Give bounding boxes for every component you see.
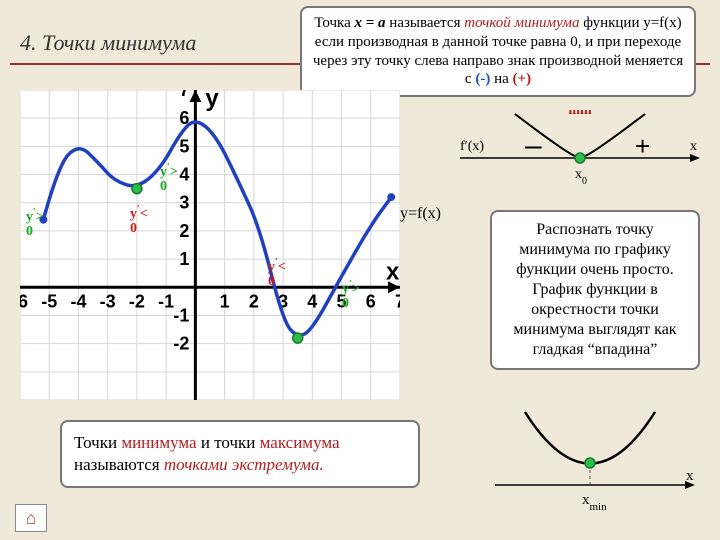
svg-text:xmin: xmin xyxy=(582,492,607,513)
svg-text:4: 4 xyxy=(179,165,189,185)
ext-max: максимума xyxy=(260,433,340,452)
def-minpoint: точкой минимума xyxy=(464,15,579,31)
svg-text:-5: -5 xyxy=(41,291,57,311)
deriv-label: y′<0 xyxy=(130,205,148,236)
svg-text:7: 7 xyxy=(395,291,400,311)
svg-text:-3: -3 xyxy=(100,291,116,311)
svg-text:-4: -4 xyxy=(70,291,86,311)
ext-pre: Точки xyxy=(74,433,121,452)
curve-label: y=f(x) xyxy=(400,205,441,223)
svg-text:-2: -2 xyxy=(129,291,145,311)
ext-min: минимума xyxy=(121,433,196,452)
deriv-label: y′>0 xyxy=(160,163,178,194)
svg-text:-1: -1 xyxy=(173,305,189,325)
deriv-label: y′<0 xyxy=(268,258,286,289)
deriv-label: y′>0 xyxy=(26,208,44,239)
svg-text:3: 3 xyxy=(179,193,189,213)
ext-mid1: и точки xyxy=(197,433,260,452)
ext-extr: точками экстремума. xyxy=(164,455,324,474)
svg-text:f′(x): f′(x) xyxy=(460,139,484,154)
svg-text:1: 1 xyxy=(220,291,230,311)
detect-box: Распознать точку минимума по графику фун… xyxy=(490,210,700,370)
svg-text:-1: -1 xyxy=(158,291,174,311)
svg-text:4: 4 xyxy=(307,291,317,311)
svg-text:x0: x0 xyxy=(575,167,587,187)
svg-text:-2: -2 xyxy=(173,334,189,354)
home-icon[interactable]: ⌂ xyxy=(15,504,47,532)
def-plus: (+) xyxy=(513,71,532,87)
def-pre: Точка xyxy=(314,15,354,31)
svg-text:-6: -6 xyxy=(20,291,28,311)
mini-basin-diagram: x xmin xyxy=(490,400,700,520)
svg-text:2: 2 xyxy=(249,291,259,311)
def-on: на xyxy=(490,71,512,87)
def-mid1: называется xyxy=(386,15,465,31)
svg-text:7: 7 xyxy=(179,90,189,100)
svg-text:x: x xyxy=(386,258,400,285)
ext-mid2: называются xyxy=(74,455,164,474)
svg-text:+: + xyxy=(635,131,650,161)
svg-text:2: 2 xyxy=(179,221,189,241)
deriv-label: y′>0 xyxy=(342,280,360,311)
svg-text:x: x xyxy=(686,468,694,484)
svg-text:5: 5 xyxy=(179,136,189,156)
svg-text:6: 6 xyxy=(366,291,376,311)
section-title: 4. Точки минимума xyxy=(20,30,196,56)
svg-text:1: 1 xyxy=(179,249,189,269)
function-chart: -6-5-4-3-2-11234567-2-11234567xy xyxy=(20,90,400,400)
def-minus: (-) xyxy=(475,71,490,87)
extremum-box: Точки минимума и точки максимума называю… xyxy=(60,420,420,488)
svg-text:x: x xyxy=(690,139,697,154)
svg-text:min: min xyxy=(568,110,592,118)
definition-box: Точка x = a называется точкой минимума ф… xyxy=(300,6,696,97)
def-xa: x = a xyxy=(354,15,385,31)
svg-text:–: – xyxy=(525,129,542,162)
sign-line-diagram: min f′(x) x – + x0 xyxy=(455,110,705,190)
svg-text:y: y xyxy=(205,90,219,112)
